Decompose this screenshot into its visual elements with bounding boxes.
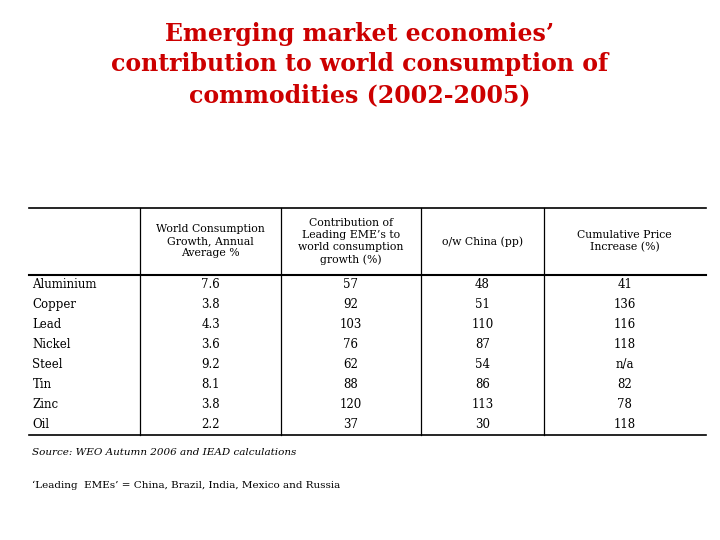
Text: Nickel: Nickel	[32, 338, 71, 351]
Text: 54: 54	[475, 358, 490, 371]
Text: 82: 82	[617, 378, 632, 392]
Text: 113: 113	[472, 398, 493, 411]
Text: 110: 110	[472, 318, 493, 331]
Text: World Consumption
Growth, Annual
Average %: World Consumption Growth, Annual Average…	[156, 224, 265, 258]
Text: 87: 87	[475, 338, 490, 351]
Text: 86: 86	[475, 378, 490, 392]
Text: n/a: n/a	[616, 358, 634, 371]
Text: 92: 92	[343, 298, 359, 311]
Text: 37: 37	[343, 418, 359, 431]
Text: Steel: Steel	[32, 358, 63, 371]
Text: 7.6: 7.6	[201, 278, 220, 291]
Text: 3.6: 3.6	[201, 338, 220, 351]
Text: 3.8: 3.8	[202, 298, 220, 311]
Text: 2.2: 2.2	[202, 418, 220, 431]
Text: Tin: Tin	[32, 378, 52, 392]
Text: 118: 118	[613, 418, 636, 431]
Text: 116: 116	[613, 318, 636, 331]
Text: 76: 76	[343, 338, 359, 351]
Text: Emerging market economies’
contribution to world consumption of
commodities (200: Emerging market economies’ contribution …	[112, 22, 608, 107]
Text: 103: 103	[340, 318, 362, 331]
Text: 118: 118	[613, 338, 636, 351]
Text: 30: 30	[475, 418, 490, 431]
Text: 57: 57	[343, 278, 359, 291]
Text: 136: 136	[613, 298, 636, 311]
Text: Oil: Oil	[32, 418, 50, 431]
Text: 41: 41	[617, 278, 632, 291]
Text: o/w China (pp): o/w China (pp)	[442, 236, 523, 247]
Text: 9.2: 9.2	[202, 358, 220, 371]
Text: 8.1: 8.1	[202, 378, 220, 392]
Text: 88: 88	[343, 378, 359, 392]
Text: 3.8: 3.8	[202, 398, 220, 411]
Text: 62: 62	[343, 358, 359, 371]
Text: Zinc: Zinc	[32, 398, 58, 411]
Text: Copper: Copper	[32, 298, 76, 311]
Text: 120: 120	[340, 398, 362, 411]
Text: ‘Leading  EMEs’ = China, Brazil, India, Mexico and Russia: ‘Leading EMEs’ = China, Brazil, India, M…	[32, 481, 341, 490]
Text: 4.3: 4.3	[201, 318, 220, 331]
Text: Source: WEO Autumn 2006 and IEAD calculations: Source: WEO Autumn 2006 and IEAD calcula…	[32, 448, 297, 457]
Text: Lead: Lead	[32, 318, 62, 331]
Text: 78: 78	[617, 398, 632, 411]
Text: 51: 51	[475, 298, 490, 311]
Text: 48: 48	[475, 278, 490, 291]
Text: Aluminium: Aluminium	[32, 278, 97, 291]
Text: Contribution of
Leading EME’s to
world consumption
growth (%): Contribution of Leading EME’s to world c…	[298, 218, 404, 265]
Text: Cumulative Price
Increase (%): Cumulative Price Increase (%)	[577, 230, 672, 253]
